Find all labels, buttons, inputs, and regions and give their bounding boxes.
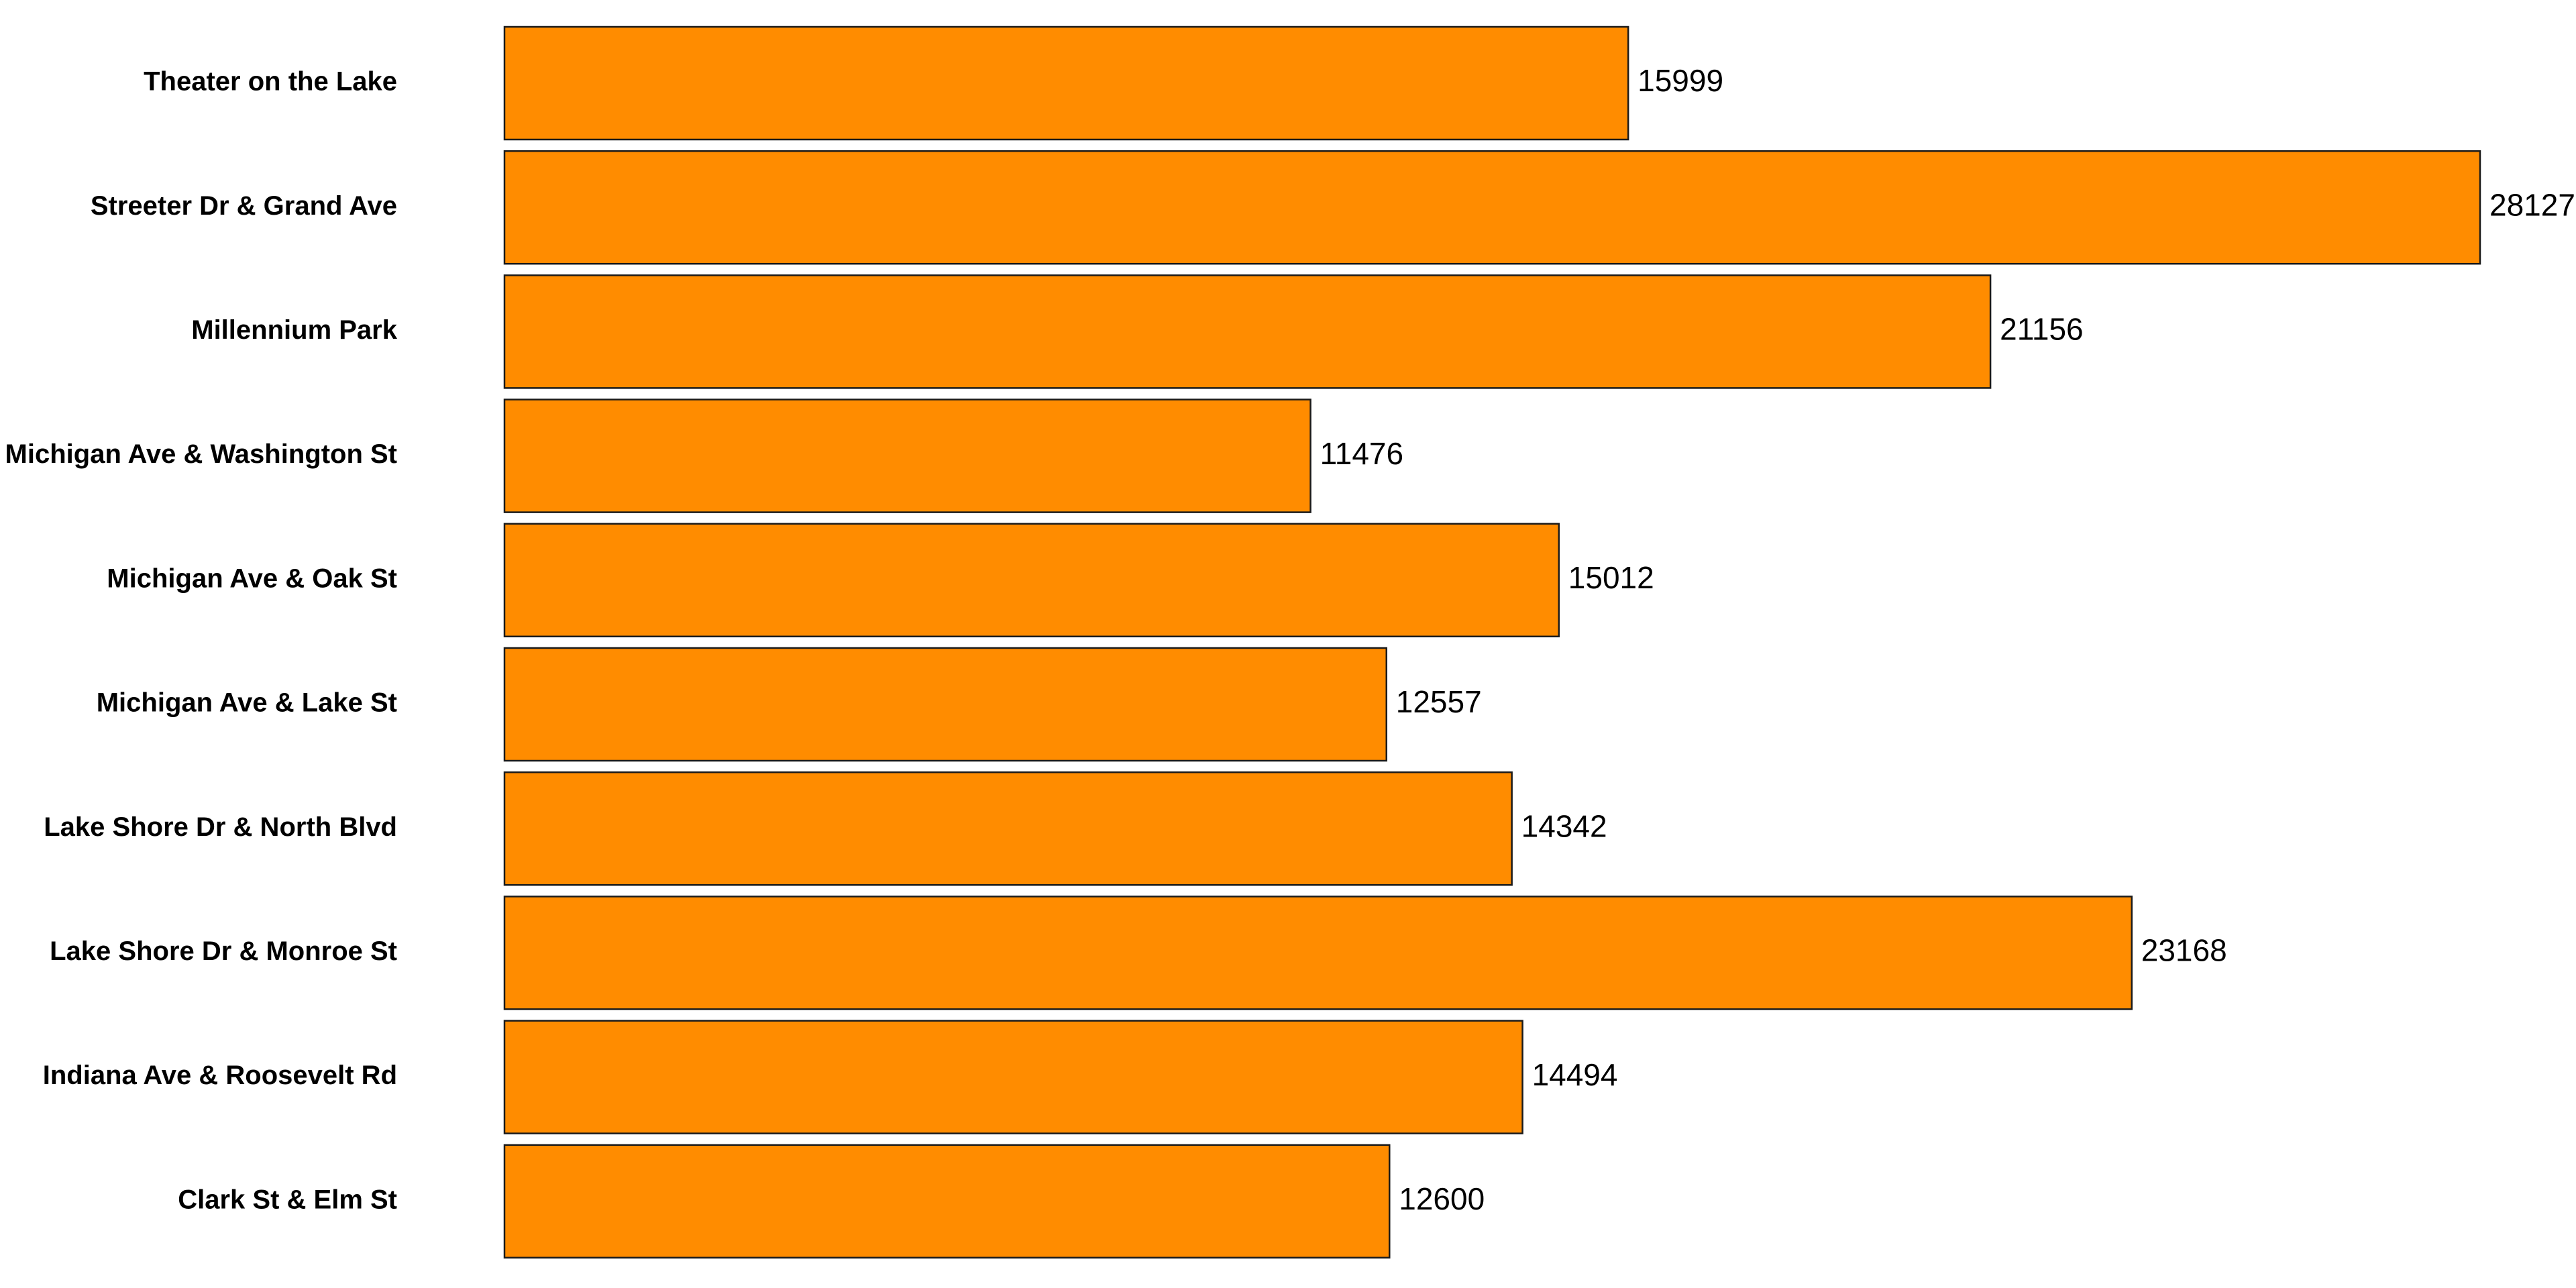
value-labels-group: 15999 28127 21156 11476 15012 12557 14342 23168… <box>1320 63 2575 1216</box>
value-label-indiana-ave-and-roosevelt-rd: 14494 <box>1532 1057 1618 1092</box>
category-label-streeter-dr-and-grand-ave: Streeter Dr & Grand Ave <box>91 191 397 221</box>
value-label-michigan-ave-and-lake-st: 12557 <box>1396 684 1482 719</box>
value-label-lake-shore-dr-and-monroe-st: 23168 <box>2141 933 2227 968</box>
category-label-clark-st-and-elm-st: Clark St & Elm St <box>178 1185 397 1214</box>
category-labels-group: Theater on the Lake Streeter Dr & Grand A… <box>5 67 398 1215</box>
category-label-theater-on-the-lake: Theater on the Lake <box>144 67 397 97</box>
category-label-michigan-ave-and-lake-st: Michigan Ave & Lake St <box>97 688 397 718</box>
category-label-lake-shore-dr-and-monroe-st: Lake Shore Dr & Monroe St <box>50 936 397 966</box>
bar-michigan-ave-and-lake-st <box>503 647 1388 762</box>
category-label-michigan-ave-and-washington-st: Michigan Ave & Washington St <box>5 439 397 469</box>
category-label-indiana-ave-and-roosevelt-rd: Indiana Ave & Roosevelt Rd <box>43 1061 397 1090</box>
category-label-lake-shore-dr-and-north-blvd: Lake Shore Dr & North Blvd <box>44 812 397 842</box>
value-label-michigan-ave-and-oak-st: 15012 <box>1568 560 1654 595</box>
bar-millennium-park <box>503 274 1992 389</box>
value-label-theater-on-the-lake: 15999 <box>1638 63 1723 98</box>
bar-theater-on-the-lake <box>503 25 1629 141</box>
bar-clark-st-and-elm-st <box>503 1144 1391 1259</box>
bar-streeter-dr-and-grand-ave <box>503 150 2481 265</box>
bar-lake-shore-dr-and-north-blvd <box>503 771 1513 886</box>
category-label-michigan-ave-and-oak-st: Michigan Ave & Oak St <box>107 564 397 593</box>
bars-group <box>503 25 2481 1259</box>
category-label-millennium-park: Millennium Park <box>191 315 397 345</box>
value-label-millennium-park: 21156 <box>2000 312 2084 347</box>
bar-lake-shore-dr-and-monroe-st <box>503 896 2133 1010</box>
value-label-michigan-ave-and-washington-st: 11476 <box>1320 436 1404 471</box>
bar-indiana-ave-and-roosevelt-rd <box>503 1020 1523 1134</box>
value-label-lake-shore-dr-and-north-blvd: 14342 <box>1521 808 1607 843</box>
bar-michigan-ave-and-washington-st <box>503 398 1311 513</box>
value-label-streeter-dr-and-grand-ave: 28127 <box>2489 187 2575 222</box>
value-label-clark-st-and-elm-st: 12600 <box>1399 1181 1485 1216</box>
bar-michigan-ave-and-oak-st <box>503 523 1560 638</box>
